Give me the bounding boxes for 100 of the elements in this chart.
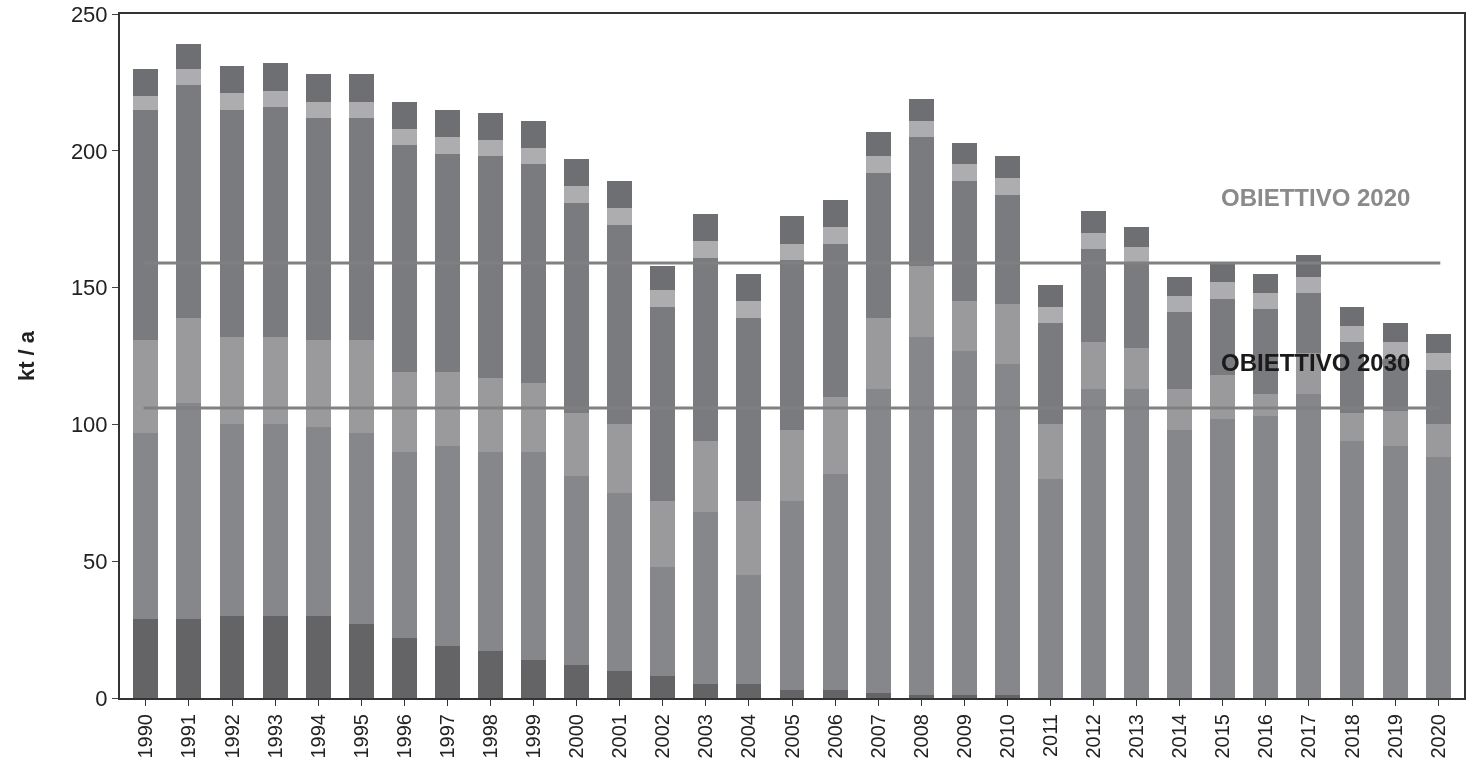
bar — [1167, 312, 1193, 389]
bar — [607, 180, 633, 209]
bar — [305, 615, 331, 698]
x-tick-label: 2009 — [952, 714, 975, 759]
bar — [1210, 282, 1236, 299]
y-tick-label: 250 — [70, 1, 108, 27]
bar — [865, 131, 891, 157]
x-tick-label: 1992 — [220, 714, 243, 759]
bar — [1081, 210, 1107, 233]
bar — [779, 216, 805, 244]
bar — [1167, 429, 1193, 698]
x-tick-label: 2014 — [1168, 714, 1191, 759]
bar — [133, 68, 159, 97]
bar — [391, 637, 417, 698]
bar — [1124, 347, 1150, 389]
bar — [607, 424, 633, 493]
bar — [693, 213, 719, 242]
bar — [176, 317, 202, 403]
bar — [521, 148, 547, 165]
bar — [1339, 306, 1365, 326]
bar — [736, 301, 762, 318]
bar — [1425, 424, 1451, 458]
ref-line-label: OBIETTIVO 2020 — [1221, 184, 1411, 211]
x-tick-label: 2018 — [1340, 714, 1363, 759]
bar — [1253, 416, 1279, 698]
bar — [822, 227, 848, 244]
bar — [305, 427, 331, 616]
bar — [736, 501, 762, 575]
bar — [865, 317, 891, 389]
bar — [1296, 293, 1322, 354]
bar — [262, 63, 288, 91]
bar — [521, 659, 547, 698]
bar — [391, 101, 417, 129]
x-tick-label: 1995 — [349, 714, 372, 759]
bar — [477, 451, 503, 652]
bar — [1167, 388, 1193, 430]
y-axis-title: kt / a — [14, 330, 40, 382]
bar — [1339, 413, 1365, 441]
bar — [865, 156, 891, 173]
bar — [133, 339, 159, 433]
bar — [994, 178, 1020, 195]
bar — [219, 65, 245, 94]
bar — [219, 615, 245, 698]
bar — [1210, 375, 1236, 419]
x-tick-label: 2004 — [737, 714, 760, 759]
bar — [650, 265, 676, 291]
bar — [133, 96, 159, 110]
bar — [736, 684, 762, 698]
bar — [219, 424, 245, 616]
bar — [434, 137, 460, 154]
x-tick-label: 1998 — [478, 714, 501, 759]
bar — [1167, 295, 1193, 313]
bar — [1253, 273, 1279, 294]
bar — [391, 451, 417, 638]
x-tick-label: 2020 — [1426, 714, 1449, 759]
y-tick-label: 100 — [70, 412, 108, 438]
bar — [994, 156, 1020, 179]
bar — [607, 492, 633, 671]
bar — [262, 90, 288, 108]
x-tick-label: 2010 — [995, 714, 1018, 759]
bar — [1339, 325, 1365, 343]
bar — [650, 501, 676, 567]
x-tick-label: 2006 — [823, 714, 846, 759]
x-tick-label: 1990 — [134, 714, 157, 759]
x-tick-label: 1999 — [522, 714, 545, 759]
bar — [564, 159, 590, 187]
bar — [1037, 424, 1063, 480]
bar — [305, 339, 331, 428]
bar — [908, 120, 934, 138]
bar — [1124, 227, 1150, 247]
bar — [822, 689, 848, 698]
bar — [1382, 410, 1408, 447]
bar — [693, 684, 719, 698]
bar — [822, 473, 848, 690]
bar — [564, 665, 590, 698]
bar — [650, 566, 676, 677]
bar — [779, 689, 805, 698]
bar — [1037, 284, 1063, 307]
bar — [434, 646, 460, 698]
bar — [477, 112, 503, 140]
bar — [1037, 306, 1063, 324]
x-tick-label: 1994 — [306, 714, 329, 759]
bar — [1037, 479, 1063, 698]
bar — [607, 670, 633, 698]
x-tick-label: 2019 — [1383, 714, 1406, 759]
bar — [176, 44, 202, 69]
bar — [477, 651, 503, 698]
bar — [1339, 440, 1365, 698]
bar — [736, 273, 762, 302]
bar — [521, 120, 547, 149]
bar — [564, 476, 590, 666]
bar — [348, 624, 374, 698]
bar — [650, 290, 676, 307]
x-tick-label: 1997 — [435, 714, 458, 759]
bar — [348, 101, 374, 118]
x-tick-label: 2012 — [1082, 714, 1105, 759]
bar — [477, 139, 503, 157]
bar — [348, 339, 374, 433]
bar — [1210, 418, 1236, 698]
bar — [1425, 334, 1451, 354]
